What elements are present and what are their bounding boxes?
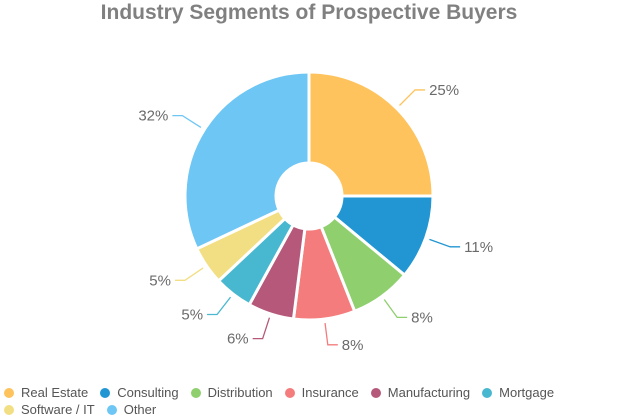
data-label: 25%: [429, 82, 459, 99]
chart-title: Industry Segments of Prospective Buyers: [100, 1, 518, 24]
slice-consulting[interactable]: [332, 194, 435, 278]
data-label: 5%: [181, 307, 203, 324]
legend-swatch: [482, 387, 493, 398]
leader-line: [429, 238, 461, 248]
legend-swatch: [370, 387, 381, 398]
data-label: 8%: [342, 337, 364, 354]
data-label: 6%: [227, 331, 249, 348]
legend-label: Real Estate: [21, 385, 89, 400]
legend-label: Consulting: [117, 385, 179, 400]
data-label: 11%: [464, 239, 493, 256]
leader-line: [399, 89, 426, 106]
legend-row: Software / IT Other: [4, 401, 618, 418]
legend-swatch: [190, 387, 201, 398]
legend-swatch: [100, 387, 111, 398]
legend-item[interactable]: Consulting: [100, 385, 179, 400]
legend-label: Mortgage: [499, 385, 555, 400]
legend-item[interactable]: Insurance: [284, 385, 359, 400]
leader-line: [174, 267, 204, 281]
legend-label: Manufacturing: [387, 385, 471, 400]
chart-legend: Real Estate Consulting Distribution Insuran…: [4, 384, 618, 418]
leader-line: [252, 317, 271, 340]
slice-real-estate[interactable]: [307, 70, 435, 198]
legend-item[interactable]: Software / IT: [4, 402, 95, 417]
legend-item[interactable]: Real Estate: [4, 385, 88, 400]
data-label: 32%: [138, 108, 168, 125]
legend-item[interactable]: Mortgage: [482, 385, 554, 400]
data-label: 8%: [411, 309, 433, 326]
legend-item[interactable]: Manufacturing: [370, 385, 471, 400]
legend-item[interactable]: Distribution: [190, 385, 273, 400]
legend-swatch: [4, 404, 14, 415]
legend-row: Real Estate Consulting Distribution Insuran…: [4, 384, 618, 401]
leader-line: [324, 322, 338, 346]
data-label: 5%: [149, 272, 171, 289]
legend-item[interactable]: Other: [106, 402, 157, 417]
legend-label: Distribution: [207, 385, 273, 400]
slice-other[interactable]: [183, 70, 311, 251]
legend-label: Other: [123, 402, 157, 417]
legend-swatch: [284, 387, 295, 398]
leader-line: [172, 114, 202, 128]
legend-label: Software / IT: [21, 402, 95, 417]
legend-swatch: [4, 387, 14, 398]
legend-label: Insurance: [301, 385, 359, 400]
leader-line: [207, 296, 232, 316]
legend-swatch: [106, 404, 117, 415]
leader-line: [383, 299, 408, 319]
